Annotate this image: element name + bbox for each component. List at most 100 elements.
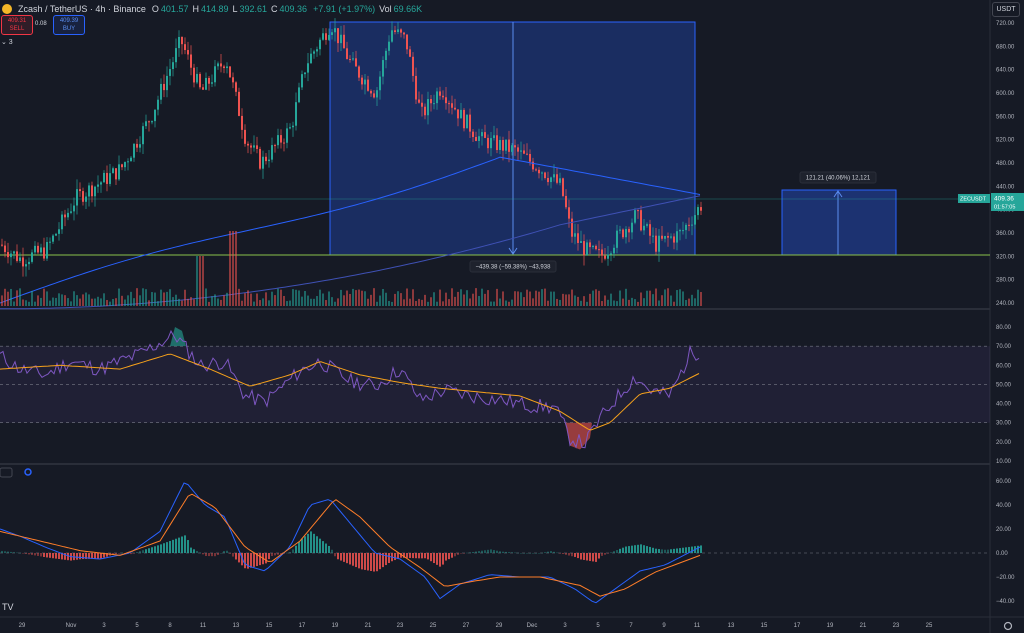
currency-button[interactable]: USDT bbox=[992, 2, 1020, 17]
macd-histogram-bar bbox=[118, 553, 120, 554]
volume-bar bbox=[283, 295, 285, 306]
macd-histogram-bar bbox=[286, 552, 288, 554]
volume-bar bbox=[505, 300, 507, 306]
macd-histogram-bar bbox=[697, 545, 699, 553]
macd-histogram-bar bbox=[115, 553, 117, 555]
candle-body bbox=[520, 150, 522, 152]
price-tag-countdown: 01:57:05 bbox=[994, 205, 1015, 211]
volume-bar bbox=[415, 301, 417, 306]
macd-histogram-bar bbox=[373, 553, 375, 572]
time-axis-label: 19 bbox=[332, 623, 339, 629]
volume-bar bbox=[397, 291, 399, 306]
buy-button[interactable]: 409.39 BUY bbox=[53, 15, 85, 35]
candle-body bbox=[79, 189, 81, 192]
candle-body bbox=[640, 210, 642, 231]
macd-histogram-bar bbox=[385, 553, 387, 566]
macd-histogram-bar bbox=[550, 551, 552, 553]
volume-bar bbox=[334, 301, 336, 306]
sell-button[interactable]: 409.31 SELL bbox=[1, 15, 33, 35]
candle-body bbox=[172, 62, 174, 70]
volume-bar bbox=[376, 301, 378, 306]
candle-body bbox=[43, 247, 45, 259]
volume-bar bbox=[160, 289, 162, 306]
candle-body bbox=[577, 233, 579, 243]
candle-body bbox=[13, 251, 15, 254]
candle-body bbox=[523, 150, 525, 154]
macd-histogram-bar bbox=[160, 544, 162, 553]
volume-bar bbox=[19, 288, 21, 306]
volume-bar bbox=[391, 301, 393, 306]
macd-histogram-bar bbox=[130, 553, 132, 555]
macd-histogram-bar bbox=[610, 552, 612, 553]
volume-bar bbox=[154, 292, 156, 306]
macd-histogram-bar bbox=[97, 553, 99, 559]
candle-body bbox=[349, 58, 351, 60]
macd-histogram-bar bbox=[472, 551, 474, 553]
volume-bar bbox=[190, 297, 192, 306]
indicators-toggle[interactable]: ⌄ 3 bbox=[1, 39, 13, 46]
candle-body bbox=[220, 63, 222, 67]
candle-body bbox=[583, 241, 585, 256]
gear-icon[interactable] bbox=[24, 468, 32, 476]
volume-bar bbox=[358, 289, 360, 306]
candle-body bbox=[238, 91, 240, 116]
macd-histogram-bar bbox=[301, 538, 303, 553]
macd-histogram-bar bbox=[565, 553, 567, 555]
candle-body bbox=[28, 261, 30, 265]
volume-bar bbox=[607, 299, 609, 306]
volume-bar bbox=[73, 291, 75, 306]
volume-bar bbox=[517, 291, 519, 306]
symbol-title[interactable]: Zcash / TetherUS · 4h · Binance bbox=[18, 4, 146, 14]
candle-body bbox=[556, 174, 558, 183]
volume-bar bbox=[46, 291, 48, 306]
macd-histogram-bar bbox=[406, 553, 408, 558]
macd-axis-label: 60.00 bbox=[996, 479, 1012, 485]
macd-histogram-bar bbox=[187, 540, 189, 553]
candle-body bbox=[562, 178, 564, 196]
macd-histogram-bar bbox=[259, 553, 261, 566]
macd-histogram-bar bbox=[466, 552, 468, 554]
candle-body bbox=[139, 144, 141, 148]
macd-histogram-bar bbox=[61, 553, 63, 560]
candle-body bbox=[439, 91, 441, 96]
macd-histogram-bar bbox=[541, 552, 543, 554]
volume-bar bbox=[214, 294, 216, 306]
macd-histogram-bar bbox=[487, 549, 489, 553]
candle-body bbox=[625, 228, 627, 238]
candle-body bbox=[70, 211, 72, 213]
measure-up-label-bg bbox=[799, 171, 877, 184]
macd-histogram-bar bbox=[193, 549, 195, 553]
volume-bar bbox=[262, 298, 264, 306]
volume-bar bbox=[4, 288, 6, 306]
macd-histogram-bar bbox=[43, 553, 45, 557]
settings-gear-icon[interactable] bbox=[1003, 621, 1013, 631]
macd-histogram-bar bbox=[553, 551, 555, 553]
rsi-axis-label: 40.00 bbox=[996, 402, 1012, 408]
candle-body bbox=[406, 34, 408, 50]
macd-histogram-bar bbox=[613, 551, 615, 553]
volume-bar bbox=[526, 289, 528, 306]
price-axis-label: 720.00 bbox=[996, 21, 1015, 27]
macd-histogram-bar bbox=[535, 553, 537, 554]
time-axis-label: 5 bbox=[135, 623, 139, 629]
macd-histogram-bar bbox=[157, 545, 159, 553]
macd-histogram-bar bbox=[205, 553, 207, 557]
volume-bar bbox=[385, 292, 387, 306]
macd-histogram-bar bbox=[79, 553, 81, 560]
macd-histogram-bar bbox=[649, 546, 651, 553]
candle-body bbox=[400, 29, 402, 33]
macd-histogram-bar bbox=[169, 540, 171, 553]
macd-histogram-bar bbox=[175, 538, 177, 553]
macd-histogram-bar bbox=[13, 552, 15, 553]
volume-bar bbox=[673, 301, 675, 306]
volume-bar bbox=[319, 289, 321, 306]
candle-body bbox=[655, 235, 657, 252]
macd-histogram-bar bbox=[121, 552, 123, 554]
buy-label: BUY bbox=[62, 26, 76, 32]
macd-histogram-bar bbox=[622, 547, 624, 553]
ohlc-item: H 414.89 bbox=[192, 4, 229, 14]
price-axis-label: 440.00 bbox=[996, 184, 1015, 190]
macd-histogram-bar bbox=[604, 553, 606, 555]
macd-collapse-button[interactable] bbox=[0, 467, 13, 478]
